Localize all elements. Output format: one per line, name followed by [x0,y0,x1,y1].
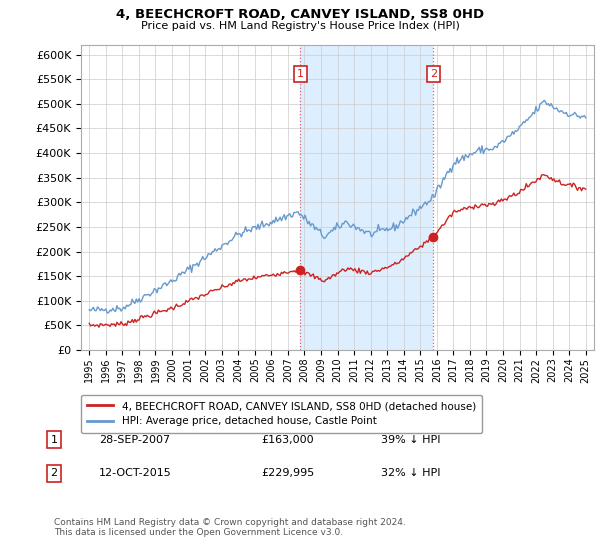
Text: £163,000: £163,000 [261,435,314,445]
Text: 32% ↓ HPI: 32% ↓ HPI [381,468,440,478]
Text: 39% ↓ HPI: 39% ↓ HPI [381,435,440,445]
Text: £229,995: £229,995 [261,468,314,478]
Bar [300,45,433,350]
Text: 2: 2 [430,69,437,80]
Legend: 4, BEECHCROFT ROAD, CANVEY ISLAND, SS8 0HD (detached house), HPI: Average price,: 4, BEECHCROFT ROAD, CANVEY ISLAND, SS8 0… [81,395,482,432]
Text: 1: 1 [50,435,58,445]
Text: 12-OCT-2015: 12-OCT-2015 [99,468,172,478]
Text: Price paid vs. HM Land Registry's House Price Index (HPI): Price paid vs. HM Land Registry's House … [140,21,460,31]
Text: Contains HM Land Registry data © Crown copyright and database right 2024.
This d: Contains HM Land Registry data © Crown c… [54,518,406,538]
Text: 4, BEECHCROFT ROAD, CANVEY ISLAND, SS8 0HD: 4, BEECHCROFT ROAD, CANVEY ISLAND, SS8 0… [116,8,484,21]
Text: 28-SEP-2007: 28-SEP-2007 [99,435,170,445]
Text: 1: 1 [297,69,304,80]
Text: 2: 2 [50,468,58,478]
